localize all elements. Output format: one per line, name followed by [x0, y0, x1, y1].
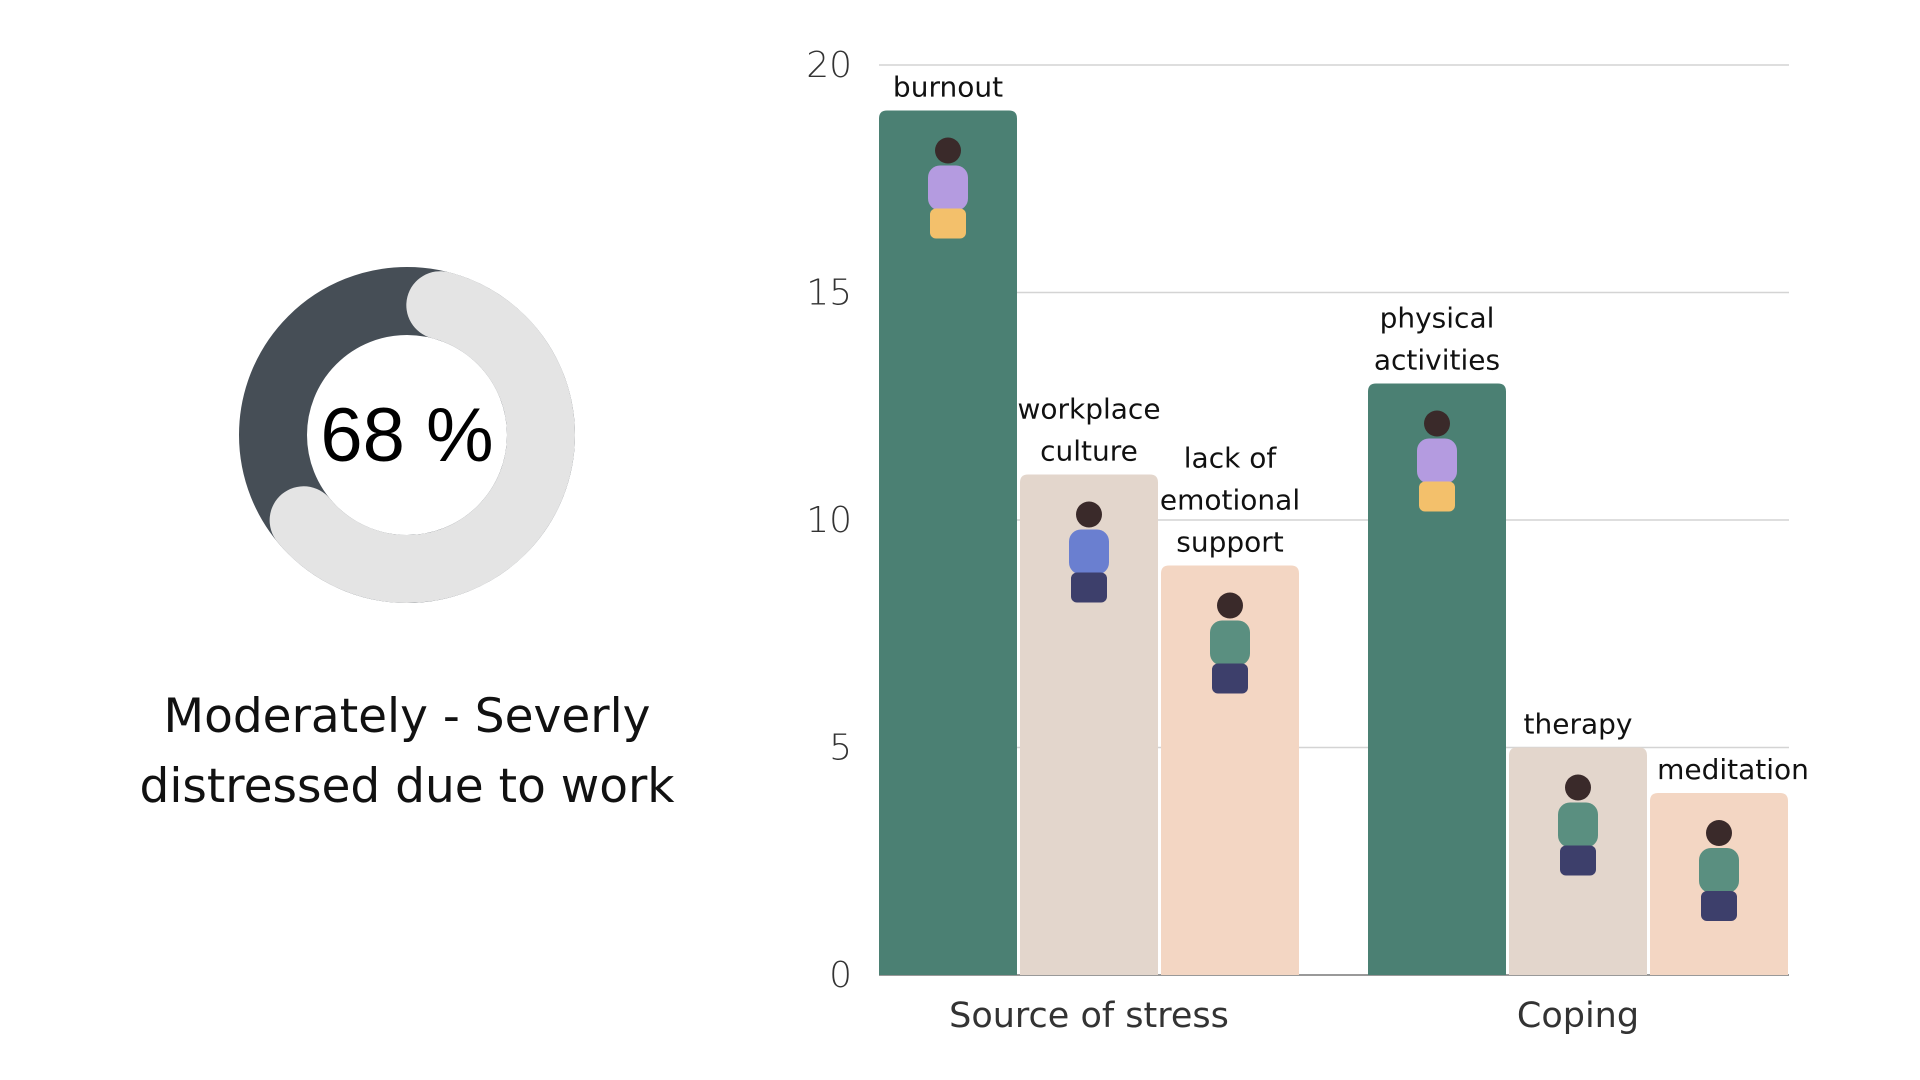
- donut-remaining-arc: [239, 267, 575, 603]
- y-tick-label: 5: [829, 728, 852, 769]
- caption-line-2: distressed due to work: [139, 759, 675, 814]
- x-category-label: Coping: [1517, 996, 1639, 1036]
- y-tick-label: 15: [806, 273, 852, 314]
- therapy-session-illustration-icon: [1558, 774, 1598, 876]
- bar-label: lack of emotional support: [1160, 442, 1300, 559]
- coworkers-illustration-icon: [1069, 501, 1109, 603]
- burnout-illustration-icon: [928, 137, 968, 239]
- tennis-player-illustration-icon: [1417, 410, 1457, 512]
- y-tick-label: 10: [806, 500, 852, 541]
- bar-burnout: [879, 110, 1017, 975]
- y-tick-label: 0: [829, 955, 852, 996]
- bar-label: workplace culture: [1017, 393, 1160, 468]
- distress-donut-chart: 68 %: [228, 256, 586, 614]
- x-category-label: Source of stress: [949, 996, 1229, 1036]
- y-tick-label: 20: [806, 45, 852, 86]
- caption-line-1: Moderately - Severly: [163, 689, 651, 744]
- bar-physical-activities: [1368, 383, 1506, 975]
- donut-percent-label: 68 %: [320, 392, 494, 478]
- sad-person-illustration-icon: [1210, 592, 1250, 694]
- bar-lack-of-emotional-support: [1161, 565, 1299, 975]
- donut-svg: [239, 267, 575, 603]
- bar-label: meditation: [1657, 753, 1809, 786]
- bar-label: physical activities: [1374, 302, 1500, 377]
- bar-workplace-culture: [1020, 474, 1158, 975]
- bar-label: burnout: [893, 71, 1003, 104]
- meditation-illustration-icon: [1699, 820, 1739, 921]
- distress-caption: Moderately - Severly distressed due to w…: [60, 682, 754, 822]
- bar-label: therapy: [1524, 708, 1633, 741]
